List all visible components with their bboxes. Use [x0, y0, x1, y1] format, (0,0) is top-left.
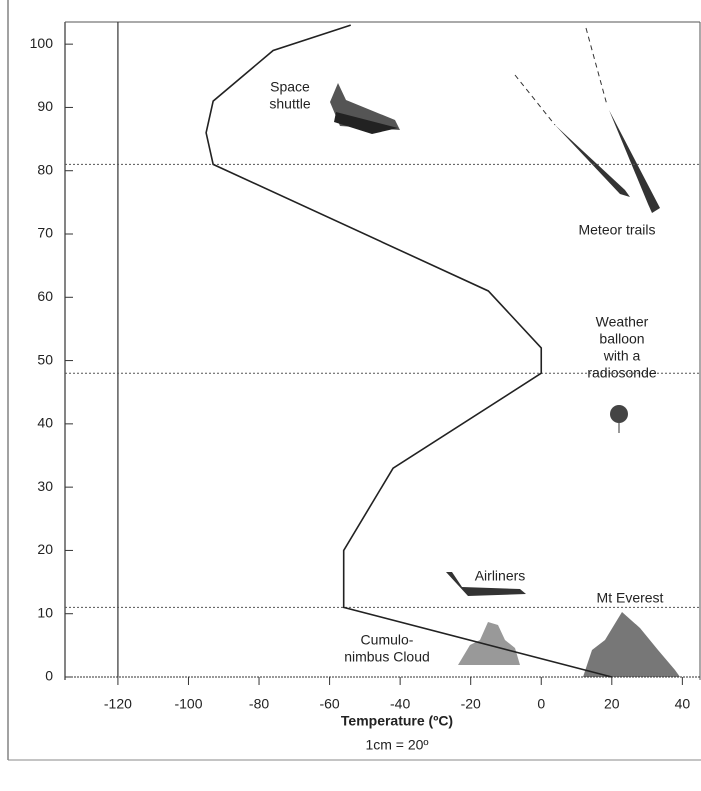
- chart: 0 10 20 30 40 50 60 70 80 90 100 -120 -100 -80 -60 -40 -…: [0, 0, 701, 791]
- y-tick-label: 100: [30, 35, 54, 51]
- annotation: Weather: [596, 314, 649, 330]
- annotation: radiosonde: [587, 365, 656, 381]
- annotation: Cumulo-: [361, 632, 414, 648]
- balloon-icon: [610, 405, 628, 433]
- y-tick-label: 70: [37, 225, 53, 241]
- x-tick-label: -80: [249, 696, 269, 712]
- shuttle-icon: [330, 83, 400, 134]
- annotation: nimbus Cloud: [344, 649, 430, 665]
- x-tick-label: -60: [319, 696, 339, 712]
- annotation: with a: [603, 348, 641, 364]
- x-tick-label: -120: [104, 696, 132, 712]
- x-tick-label: 20: [604, 696, 620, 712]
- subtitle: 1cm = 20º: [365, 737, 428, 753]
- temperature-profile: [206, 25, 612, 677]
- y-tick-label: 40: [37, 415, 53, 431]
- annotation: Meteor trails: [578, 222, 655, 238]
- y-tick-label: 10: [37, 604, 53, 620]
- meteor-icon: [515, 28, 660, 213]
- x-axis-label: Temperature (ºC): [341, 713, 453, 729]
- annotation: shuttle: [269, 96, 310, 112]
- y-tick-label: 60: [37, 288, 53, 304]
- annotation: Mt Everest: [597, 590, 664, 606]
- cloud-icon: [458, 622, 520, 665]
- annotation: Airliners: [475, 568, 526, 584]
- y-tick-label: 50: [37, 351, 53, 367]
- y-tick-label: 90: [37, 98, 53, 114]
- y-tick-label: 20: [37, 541, 53, 557]
- mountain-icon: [583, 612, 680, 677]
- annotation: Space: [270, 79, 310, 95]
- y-tick-label: 30: [37, 478, 53, 494]
- x-tick-label: -20: [461, 696, 481, 712]
- annotation: balloon: [599, 331, 644, 347]
- x-tick-label: 40: [675, 696, 691, 712]
- y-tick-label: 80: [37, 161, 53, 177]
- x-tick-label: -100: [174, 696, 202, 712]
- x-tick-label: -40: [390, 696, 410, 712]
- x-tick-label: 0: [537, 696, 545, 712]
- y-tick-label: 0: [45, 668, 53, 684]
